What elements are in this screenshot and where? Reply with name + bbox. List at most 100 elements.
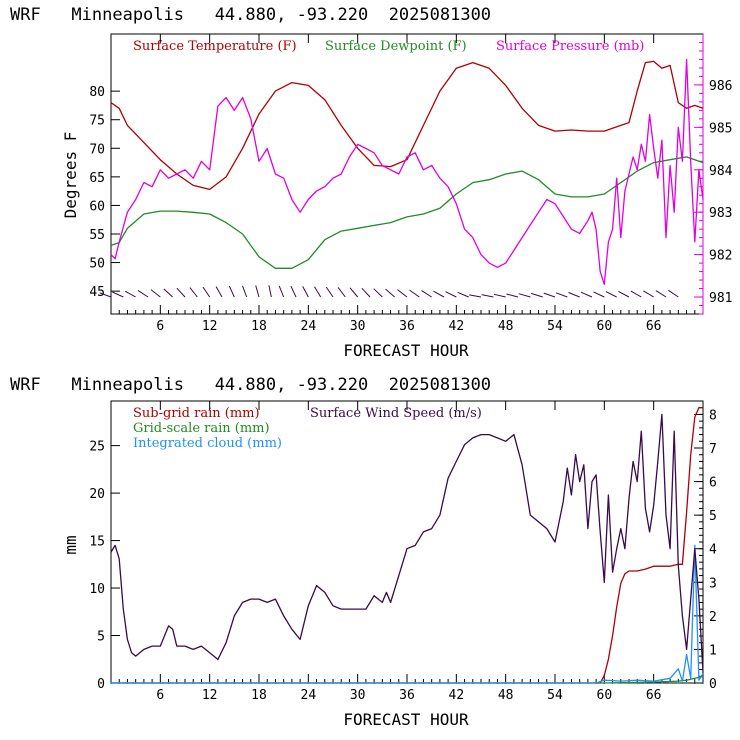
top-chart-title: WRF Minneapolis 44.880, -93.220 20250813… — [10, 5, 491, 25]
wind-barb — [555, 292, 568, 298]
wind-barb — [137, 289, 149, 298]
top-y-tick-label: 65 — [89, 171, 105, 186]
plot-layer: 6 12 18 24 30 36 42 48 54 60 664550556065707580981… — [89, 33, 733, 703]
bottom-chart-title: WRF Minneapolis 44.880, -93.220 20250813… — [10, 375, 491, 395]
top-y-tick-label: 55 — [89, 228, 105, 243]
wind-barb — [531, 292, 543, 298]
wind-barb — [189, 287, 198, 298]
wind-barb — [150, 289, 161, 298]
top-x-tick-label: 66 — [646, 319, 662, 334]
wind-barb — [124, 290, 136, 298]
bottom-hour-dot — [669, 682, 672, 684]
wind-barb — [373, 288, 383, 298]
top-x-tick-label: 54 — [547, 319, 563, 334]
wind-barb — [361, 287, 371, 298]
bottom-y2-tick-label: 8 — [709, 408, 717, 423]
top-y-axis-label: Degrees F — [61, 132, 80, 219]
top-y-tick-label: 70 — [89, 142, 105, 157]
wind-barb — [493, 293, 506, 298]
wind-barb — [99, 292, 112, 298]
wind-barb — [433, 290, 445, 298]
bottom-hour-dot — [660, 682, 663, 684]
top-y2-tick-label: 981 — [709, 291, 732, 306]
top-x-axis-label: FORECAST HOUR — [343, 341, 469, 360]
wind-barb — [397, 289, 408, 298]
bottom-x-axis-label: FORECAST HOUR — [343, 710, 469, 729]
bottom-x-tick-label: 6 — [156, 688, 164, 703]
wind-barb — [112, 291, 124, 298]
legend-subgrid-rain: Sub-grid rain (mm) — [133, 406, 260, 421]
wind-barb — [605, 291, 617, 298]
wind-barb — [518, 293, 531, 298]
wind-barb — [568, 292, 580, 298]
legend-dewpoint: Surface Dewpoint (F) — [325, 39, 467, 54]
legend-gridscale-rain: Grid-scale rain (mm) — [133, 421, 270, 436]
top-x-tick-label: 18 — [251, 319, 267, 334]
top-plot-frame — [110, 33, 704, 315]
wind-barb — [290, 285, 297, 298]
wind-barb — [176, 287, 186, 298]
top-x-tick-label: 12 — [202, 319, 218, 334]
bottom-y-tick-label: 0 — [97, 677, 105, 692]
wind-barb — [163, 288, 174, 298]
bottom-y2-tick-label: 5 — [709, 509, 717, 524]
series-line-sub-grid-rain-mm — [111, 406, 703, 684]
top-x-tick-label: 42 — [449, 319, 465, 334]
wind-barb — [457, 291, 469, 298]
wind-barb — [668, 289, 679, 298]
bottom-x-tick-label: 48 — [498, 688, 514, 703]
bottom-y2-tick-label: 2 — [709, 610, 717, 625]
wind-barb — [349, 287, 359, 298]
top-y-tick-label: 60 — [89, 199, 105, 214]
top-x-tick-label: 24 — [301, 319, 317, 334]
top-y-tick-label: 50 — [89, 257, 105, 272]
series-line-surface-dewpoint-f — [110, 156, 704, 269]
wind-barb — [593, 291, 605, 298]
bottom-x-tick-label: 30 — [350, 688, 366, 703]
wind-barb — [445, 291, 457, 298]
wind-barb — [268, 285, 272, 298]
series-line-surface-temperature-f — [110, 60, 704, 191]
wind-barb — [242, 285, 248, 298]
wind-barb — [481, 294, 494, 298]
bottom-x-tick-label: 12 — [202, 688, 218, 703]
top-y-tick-label: 45 — [89, 285, 105, 300]
legend-pressure: Surface Pressure (mb) — [496, 39, 644, 54]
bottom-y-tick-label: 15 — [89, 535, 105, 550]
wind-barb — [543, 292, 556, 298]
wind-barb — [409, 289, 420, 298]
wind-barb — [215, 286, 223, 298]
bottom-y-tick-label: 10 — [89, 582, 105, 597]
wind-barb — [469, 294, 482, 298]
top-x-tick-label: 36 — [399, 319, 415, 334]
bottom-hour-dot — [677, 682, 680, 684]
top-y2-tick-label: 983 — [709, 206, 732, 221]
bottom-y2-tick-label: 0 — [709, 677, 717, 692]
wind-barb — [314, 286, 322, 298]
bottom-y-tick-label: 25 — [89, 440, 105, 455]
bottom-x-tick-label: 54 — [547, 688, 563, 703]
bottom-y-tick-label: 20 — [89, 487, 105, 502]
bottom-hour-dot — [685, 682, 688, 684]
wind-barb — [278, 285, 285, 298]
wind-barb — [325, 286, 334, 298]
bottom-y2-tick-label: 1 — [709, 643, 717, 658]
series-line-grid-scale-rain-mm — [111, 675, 704, 684]
wind-barb — [302, 286, 309, 298]
bottom-y-axis-label: mm — [61, 535, 80, 554]
series-line-integrated-cloud-mm — [111, 544, 704, 684]
wind-barb — [618, 290, 630, 298]
top-y-tick-label: 80 — [89, 85, 105, 100]
bottom-x-tick-label: 60 — [597, 688, 613, 703]
bottom-y2-tick-label: 4 — [709, 543, 717, 558]
top-y2-tick-label: 982 — [709, 249, 732, 264]
top-y2-tick-label: 986 — [709, 79, 732, 94]
bottom-x-tick-label: 42 — [449, 688, 465, 703]
wind-barb — [506, 293, 519, 298]
legend-temperature: Surface Temperature (F) — [133, 39, 297, 54]
series-line-surface-wind-speed-m-s — [110, 413, 704, 673]
wind-barb — [643, 290, 654, 298]
wind-barb — [655, 290, 667, 298]
top-x-tick-label: 30 — [350, 319, 366, 334]
